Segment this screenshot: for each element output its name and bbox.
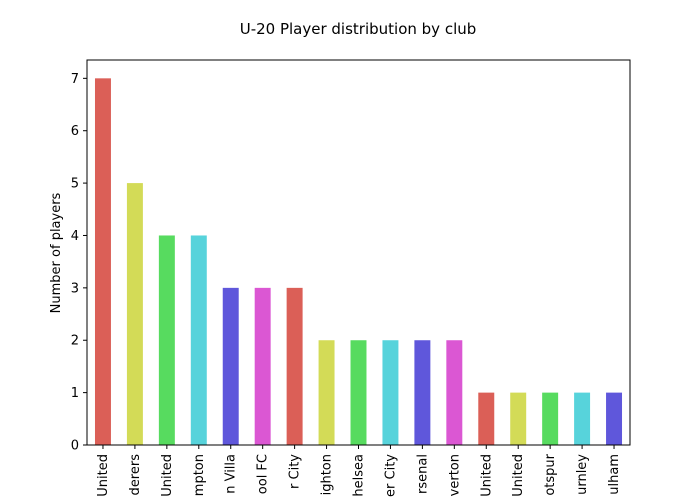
y-tick-label-6: 6 [71, 124, 79, 139]
x-tick-label-5: ool FC [256, 454, 271, 494]
bar-11 [446, 340, 463, 445]
x-tick-label-12: United [479, 454, 494, 497]
x-tick-label-11: verton [447, 454, 462, 496]
bar-10 [414, 340, 431, 445]
y-axis-label: Number of players [49, 192, 64, 313]
x-tick-label-1: derers [128, 454, 143, 496]
x-tick-label-15: urnley [575, 454, 590, 495]
y-axis: 0 1 2 3 4 5 6 7 [71, 72, 87, 454]
y-tick-label-3: 3 [71, 281, 79, 296]
x-tick-label-0: United [96, 454, 111, 497]
y-tick-label-4: 4 [71, 229, 79, 244]
chart-title: U-20 Player distribution by club [240, 20, 477, 38]
x-tick-label-2: United [160, 454, 175, 497]
bar-2 [158, 235, 175, 445]
y-tick-label-0: 0 [71, 439, 79, 454]
y-tick-label-5: 5 [71, 177, 79, 192]
x-tick-label-14: otspur [543, 453, 558, 495]
x-axis: United derers United mpton n Villa ool FC r Ci… [96, 445, 622, 497]
bar-8 [350, 340, 367, 445]
bar-6 [286, 287, 303, 445]
y-tick-label-1: 1 [71, 386, 79, 401]
bar-12 [478, 392, 495, 445]
x-tick-label-16: ulham [607, 454, 622, 495]
bars-group [94, 78, 623, 445]
bar-13 [510, 392, 527, 445]
bar-16 [606, 392, 623, 445]
x-tick-label-7: ighton [320, 454, 335, 495]
bar-7 [318, 340, 335, 445]
bar-14 [542, 392, 559, 445]
plot-frame [86, 59, 631, 446]
bar-0 [94, 78, 111, 445]
x-tick-label-9: er City [383, 454, 398, 497]
y-tick-label-7: 7 [71, 72, 79, 87]
bar-15 [574, 392, 591, 445]
x-tick-label-10: rsenal [415, 454, 430, 494]
x-tick-label-4: n Villa [224, 454, 239, 494]
y-tick-label-2: 2 [71, 334, 79, 349]
bar-9 [382, 340, 399, 445]
x-tick-label-3: mpton [192, 454, 207, 496]
bar-5 [254, 287, 271, 445]
bar-1 [126, 183, 143, 445]
x-tick-label-6: r City [288, 454, 303, 489]
bar-3 [190, 235, 207, 445]
bar-4 [222, 287, 239, 445]
x-tick-label-13: United [511, 454, 526, 497]
x-tick-label-8: helsea [352, 454, 367, 497]
